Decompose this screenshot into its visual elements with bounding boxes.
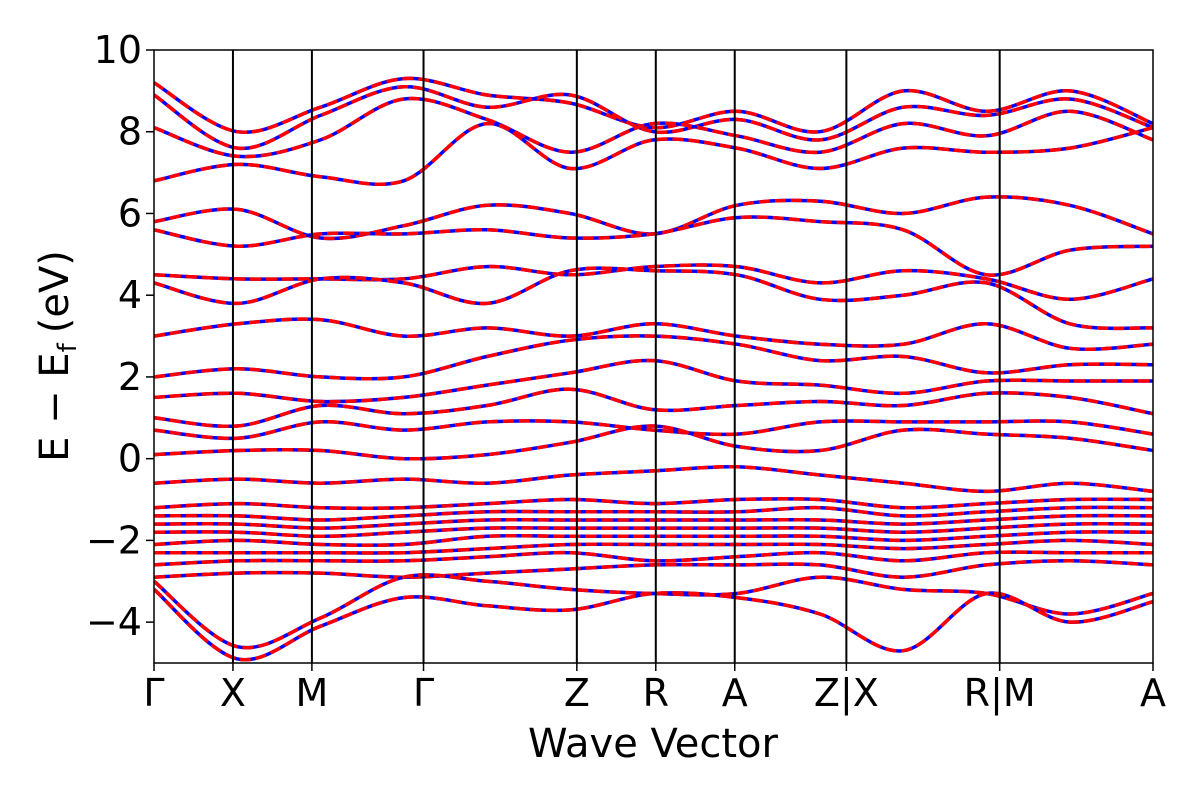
band-line-dashed <box>154 513 1153 530</box>
band-line-dashed <box>154 550 1153 567</box>
plot-frame <box>153 49 1154 664</box>
band-line-dashed <box>154 76 1153 134</box>
x-tick-label: Z|X <box>814 671 879 716</box>
band-line-dashed <box>154 121 1153 187</box>
y-axis-label: E − Ef (eV) <box>32 250 83 462</box>
y-tick-label: 6 <box>118 191 142 235</box>
band-line-dashed <box>154 96 1153 159</box>
band-line-dashed <box>154 317 1153 351</box>
band-line-dashed <box>154 530 1153 548</box>
y-tick-label: 0 <box>118 437 142 481</box>
x-tick-label: R <box>643 671 669 715</box>
y-tick-label: −4 <box>86 600 142 644</box>
x-axis-label: Wave Vector <box>528 721 779 767</box>
x-tick-label: A <box>1140 671 1166 715</box>
band-line-dashed <box>154 424 1153 461</box>
band-line-dashed <box>154 497 1153 510</box>
y-tick-label: −2 <box>86 518 142 562</box>
band-line-dashed <box>154 266 1153 331</box>
band-line-dashed <box>154 573 1153 650</box>
band-lines <box>154 76 1153 662</box>
x-axis-ticks: Γ X M Γ Z R A Z|X R|M A <box>143 663 1166 716</box>
y-axis-label-main: E − E <box>32 352 78 462</box>
band-line-dashed <box>154 85 1153 151</box>
x-tick-label: M <box>295 671 328 715</box>
x-tick-label: Z <box>564 671 590 715</box>
x-tick-label: Γ <box>143 671 164 715</box>
band-line-dashed <box>154 215 1153 277</box>
band-line-dashed <box>154 464 1153 494</box>
band-line-dashed <box>154 387 1153 429</box>
y-axis-label-unit: (eV) <box>32 250 78 333</box>
band-line-dashed <box>154 588 1153 662</box>
y-tick-label: 10 <box>94 28 142 72</box>
y-tick-label: 4 <box>118 273 142 317</box>
band-line-dashed <box>154 419 1153 441</box>
band-line-dashed <box>154 334 1153 381</box>
x-tick-label: X <box>220 671 246 715</box>
x-tick-label: R|M <box>964 671 1036 716</box>
y-axis-ticks: −4 −2 0 2 4 6 8 10 <box>86 28 154 644</box>
band-line-dashed <box>154 559 1153 579</box>
band-line-dashed <box>154 538 1153 555</box>
high-symmetry-lines <box>231 50 1001 663</box>
x-tick-label: Γ <box>413 671 434 715</box>
band-line-dashed <box>154 522 1153 539</box>
band-line-solid <box>154 573 1153 650</box>
band-line-dashed <box>154 505 1153 522</box>
y-axis-label-sub: f <box>53 342 83 352</box>
x-tick-label: A <box>722 671 748 715</box>
band-line-dashed <box>154 358 1153 404</box>
y-tick-label: 8 <box>118 110 142 154</box>
y-tick-label: 2 <box>118 355 142 399</box>
